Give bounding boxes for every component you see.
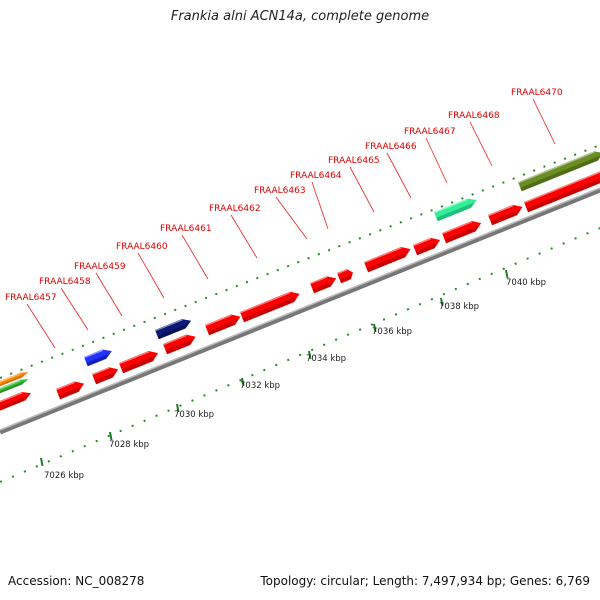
major-tick xyxy=(40,457,44,467)
scale-tick-label: 7030 kbp xyxy=(174,410,214,420)
gene-label[interactable]: FRAAL6459 xyxy=(74,262,126,272)
gene-label[interactable]: FRAAL6457 xyxy=(5,293,57,303)
scale-tick-label: 7028 kbp xyxy=(109,440,149,450)
major-tick xyxy=(176,403,180,413)
gene-label-connector xyxy=(181,234,209,280)
genome-backbone-highlight xyxy=(0,187,600,431)
gene-label[interactable]: FRAAL6470 xyxy=(511,88,563,98)
cds-feature xyxy=(92,367,119,385)
scale-tick-label: 7036 kbp xyxy=(372,327,412,337)
gene-label[interactable]: FRAAL6461 xyxy=(160,224,212,234)
label-connectors xyxy=(26,98,556,349)
major-tick xyxy=(308,350,312,360)
cds-feature-navy xyxy=(155,319,192,340)
gene-label[interactable]: FRAAL6467 xyxy=(404,127,456,137)
cds-feature xyxy=(442,221,482,244)
feature-track xyxy=(0,151,600,422)
scale-tick-label: 7034 kbp xyxy=(306,354,346,364)
gene-label-connector xyxy=(275,196,308,240)
scale-tick-label: 7040 kbp xyxy=(506,278,546,288)
cds-feature xyxy=(524,171,600,213)
gene-label-connector xyxy=(230,214,258,259)
gene-label-connector xyxy=(26,303,56,349)
cds-feature xyxy=(119,351,159,374)
cds-feature xyxy=(205,314,241,336)
gene-label-connector xyxy=(469,121,493,167)
gene-label[interactable]: FRAAL6466 xyxy=(365,142,417,152)
major-tick xyxy=(109,431,113,441)
major-tick xyxy=(505,269,509,279)
scale-tick-label: 7032 kbp xyxy=(240,381,280,391)
cds-feature xyxy=(163,334,196,355)
major-tick xyxy=(373,323,377,333)
cds-feature xyxy=(56,381,85,400)
cds-feature-teal xyxy=(434,198,477,222)
orange-feature xyxy=(0,372,29,398)
gene-label[interactable]: FRAAL6468 xyxy=(448,111,500,121)
gene-label-connector xyxy=(425,137,448,184)
gene-label-connector xyxy=(137,252,165,299)
scale-guide-line xyxy=(0,227,600,483)
cds-feature-olive xyxy=(518,151,600,192)
genome-summary-text: Topology: circular; Length: 7,497,934 bp… xyxy=(260,574,590,588)
gene-label[interactable]: FRAAL6460 xyxy=(116,242,168,252)
cds-feature-blue xyxy=(84,349,112,367)
genome-backbone xyxy=(0,187,600,435)
gene-label[interactable]: FRAAL6465 xyxy=(328,156,380,166)
gene-label-connector xyxy=(60,287,89,331)
cds-feature xyxy=(240,291,300,323)
gene-label-connector xyxy=(386,152,412,199)
cds-feature xyxy=(488,204,523,226)
map-title: Frankia alni ACN14a, complete genome xyxy=(170,9,430,24)
cds-feature xyxy=(0,392,32,422)
gene-label-connector xyxy=(349,166,375,213)
gene-label[interactable]: FRAAL6463 xyxy=(254,186,306,196)
gene-label-connector xyxy=(95,272,123,317)
scale-tick-label: 7026 kbp xyxy=(44,471,84,481)
gene-label-connector xyxy=(532,98,556,145)
cds-feature xyxy=(337,269,353,284)
cds-feature xyxy=(413,237,441,256)
gene-labels: FRAAL6457 FRAAL6458 FRAAL6459 FRAAL6460 FRAA… xyxy=(5,88,563,303)
gene-label-connector xyxy=(311,181,329,230)
major-tick xyxy=(241,377,245,387)
scale-ticks: 7026 kbp 7028 kbp 7030 kbp 7032 kbp 7034 kbp… xyxy=(40,269,546,481)
major-tick xyxy=(440,297,444,307)
gene-label[interactable]: FRAAL6458 xyxy=(39,277,91,287)
green-feature xyxy=(0,379,29,405)
accession-text: Accession: NC_008278 xyxy=(8,574,145,588)
gene-label[interactable]: FRAAL6464 xyxy=(290,171,342,181)
scale-tick-label: 7038 kbp xyxy=(439,302,479,312)
gene-label[interactable]: FRAAL6462 xyxy=(209,204,261,214)
cds-feature xyxy=(364,247,411,273)
cds-feature xyxy=(310,276,337,294)
